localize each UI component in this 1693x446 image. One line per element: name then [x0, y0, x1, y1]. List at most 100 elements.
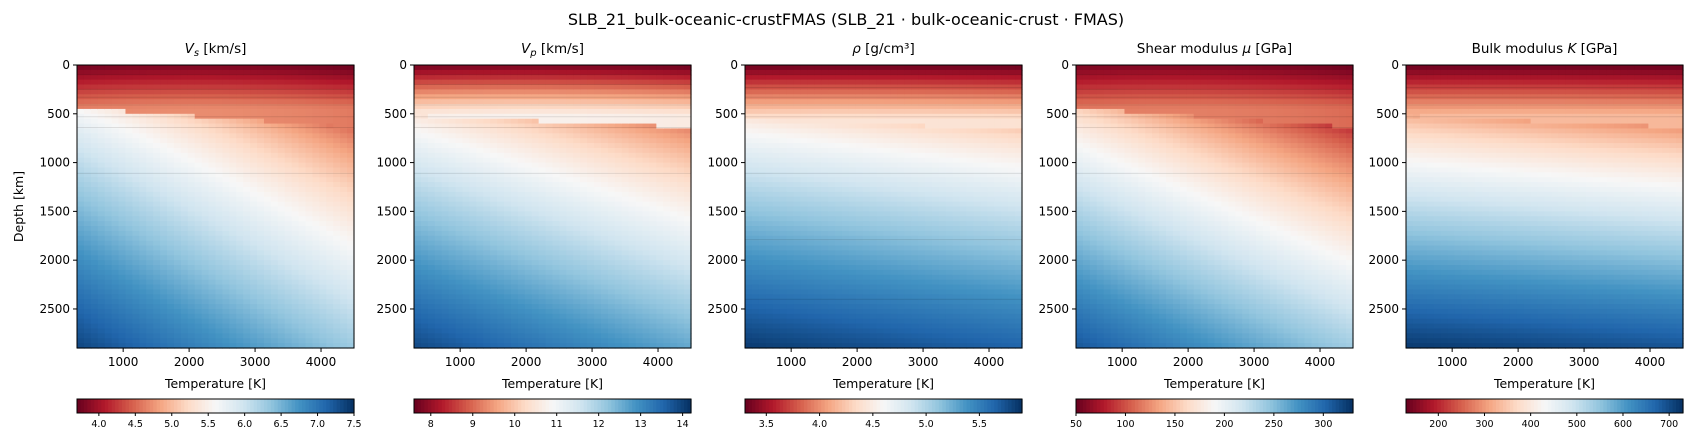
heatmap-cell [160, 191, 168, 198]
heatmap-cell [83, 172, 92, 178]
heatmap-cell [263, 152, 272, 159]
heatmap-cell [291, 108, 300, 115]
heatmap-cell [118, 133, 127, 139]
heatmap-cell [236, 138, 244, 144]
heatmap-cell [469, 182, 477, 188]
heatmap-cell [538, 99, 547, 105]
heatmap-cell [600, 221, 609, 227]
heatmap-cell [427, 157, 436, 164]
heatmap-cell [243, 133, 251, 139]
heatmap-cell [125, 138, 133, 144]
heatmap-cell [642, 299, 651, 305]
heatmap-cell [291, 245, 300, 252]
heatmap-cell [250, 255, 258, 261]
colorbar-segment [281, 399, 286, 413]
heatmap-cell [594, 79, 602, 86]
heatmap-cell [483, 211, 491, 217]
heatmap-cell [180, 138, 189, 144]
heatmap-cell [208, 274, 217, 281]
heatmap-cell [118, 79, 127, 86]
heatmap-cell [566, 69, 574, 76]
heatmap-cell [215, 221, 224, 227]
heatmap-cell [263, 113, 272, 120]
heatmap-cell [125, 123, 133, 130]
heatmap-cell [312, 226, 320, 232]
heatmap-cell [573, 94, 581, 100]
heatmap-cell [291, 152, 300, 159]
heatmap-cell [201, 211, 210, 217]
heatmap-cell [559, 323, 567, 330]
heatmap-cell [490, 323, 498, 330]
heatmap-cell [257, 147, 265, 154]
heatmap-cell [153, 152, 161, 159]
heatmap-cell [462, 128, 470, 134]
heatmap-cell [476, 269, 484, 276]
heatmap-cell [236, 294, 244, 300]
heatmap-cell [194, 304, 203, 310]
heatmap-cell [469, 147, 477, 154]
heatmap-cell [670, 69, 678, 76]
heatmap-cell [333, 157, 341, 164]
x-tick-label: 2000 [511, 355, 542, 369]
panel-title: Vp [km/s] [521, 41, 584, 59]
heatmap-cell [298, 299, 307, 305]
heatmap-cell [677, 323, 685, 330]
heatmap-cell [118, 343, 127, 349]
heatmap-cell [229, 113, 237, 120]
heatmap-cell [524, 69, 533, 76]
heatmap-cell [656, 250, 664, 256]
heatmap-cell [104, 108, 113, 115]
heatmap-cell [215, 152, 224, 159]
heatmap-cell [243, 89, 251, 95]
heatmap-cell [490, 304, 498, 310]
heatmap-cell [160, 143, 168, 149]
heatmap-cell [656, 128, 664, 134]
heatmap-cell [434, 265, 443, 271]
heatmap-cell [229, 250, 237, 256]
heatmap-cell [77, 138, 85, 144]
heatmap-cell [118, 230, 127, 237]
heatmap-cell [566, 182, 574, 188]
heatmap-cell [160, 250, 168, 256]
heatmap-cell [90, 152, 99, 159]
heatmap-cell [614, 186, 623, 193]
heatmap-cell [312, 269, 320, 276]
heatmap-cell [455, 104, 464, 110]
heatmap-cell [340, 250, 348, 256]
heatmap-cell [215, 338, 224, 344]
heatmap-cell [469, 191, 477, 198]
heatmap-cell [77, 104, 85, 110]
heatmap-cell [670, 138, 678, 144]
heatmap-cell [420, 186, 429, 193]
heatmap-cell [312, 333, 320, 339]
heatmap-cell [420, 118, 429, 125]
heatmap-cell [347, 333, 355, 339]
heatmap-cell [483, 250, 491, 256]
heatmap-cell [250, 308, 258, 315]
heatmap-cell [132, 304, 140, 310]
heatmap-cell [201, 177, 210, 183]
heatmap-cell [104, 113, 113, 120]
heatmap-cell [552, 308, 561, 315]
heatmap-cell [263, 279, 272, 286]
heatmap-cell [607, 284, 616, 291]
heatmap-cell [531, 221, 540, 227]
heatmap-cell [250, 157, 258, 164]
heatmap-cell [483, 143, 491, 149]
heatmap-cell [587, 313, 595, 320]
heatmap-cell [552, 235, 561, 242]
heatmap-cell [312, 123, 320, 130]
heatmap-cell [635, 206, 644, 212]
heatmap-cell [635, 65, 644, 71]
heatmap-cell [215, 69, 224, 76]
heatmap-cell [277, 235, 286, 242]
heatmap-cell [187, 250, 196, 256]
heatmap-cell [469, 201, 477, 208]
heatmap-cell [194, 133, 203, 139]
heatmap-cell [77, 201, 85, 208]
heatmap-cell [414, 143, 422, 149]
heatmap-cell [538, 308, 547, 315]
heatmap-cell [277, 157, 286, 164]
heatmap-cell [333, 89, 341, 95]
heatmap-cell [229, 245, 237, 252]
